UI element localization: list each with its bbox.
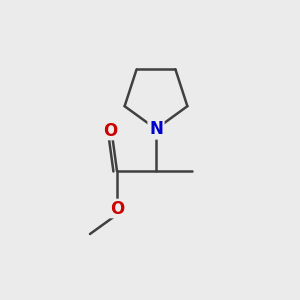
Text: N: N — [149, 120, 163, 138]
Text: O: O — [110, 200, 124, 217]
Text: O: O — [103, 122, 117, 140]
